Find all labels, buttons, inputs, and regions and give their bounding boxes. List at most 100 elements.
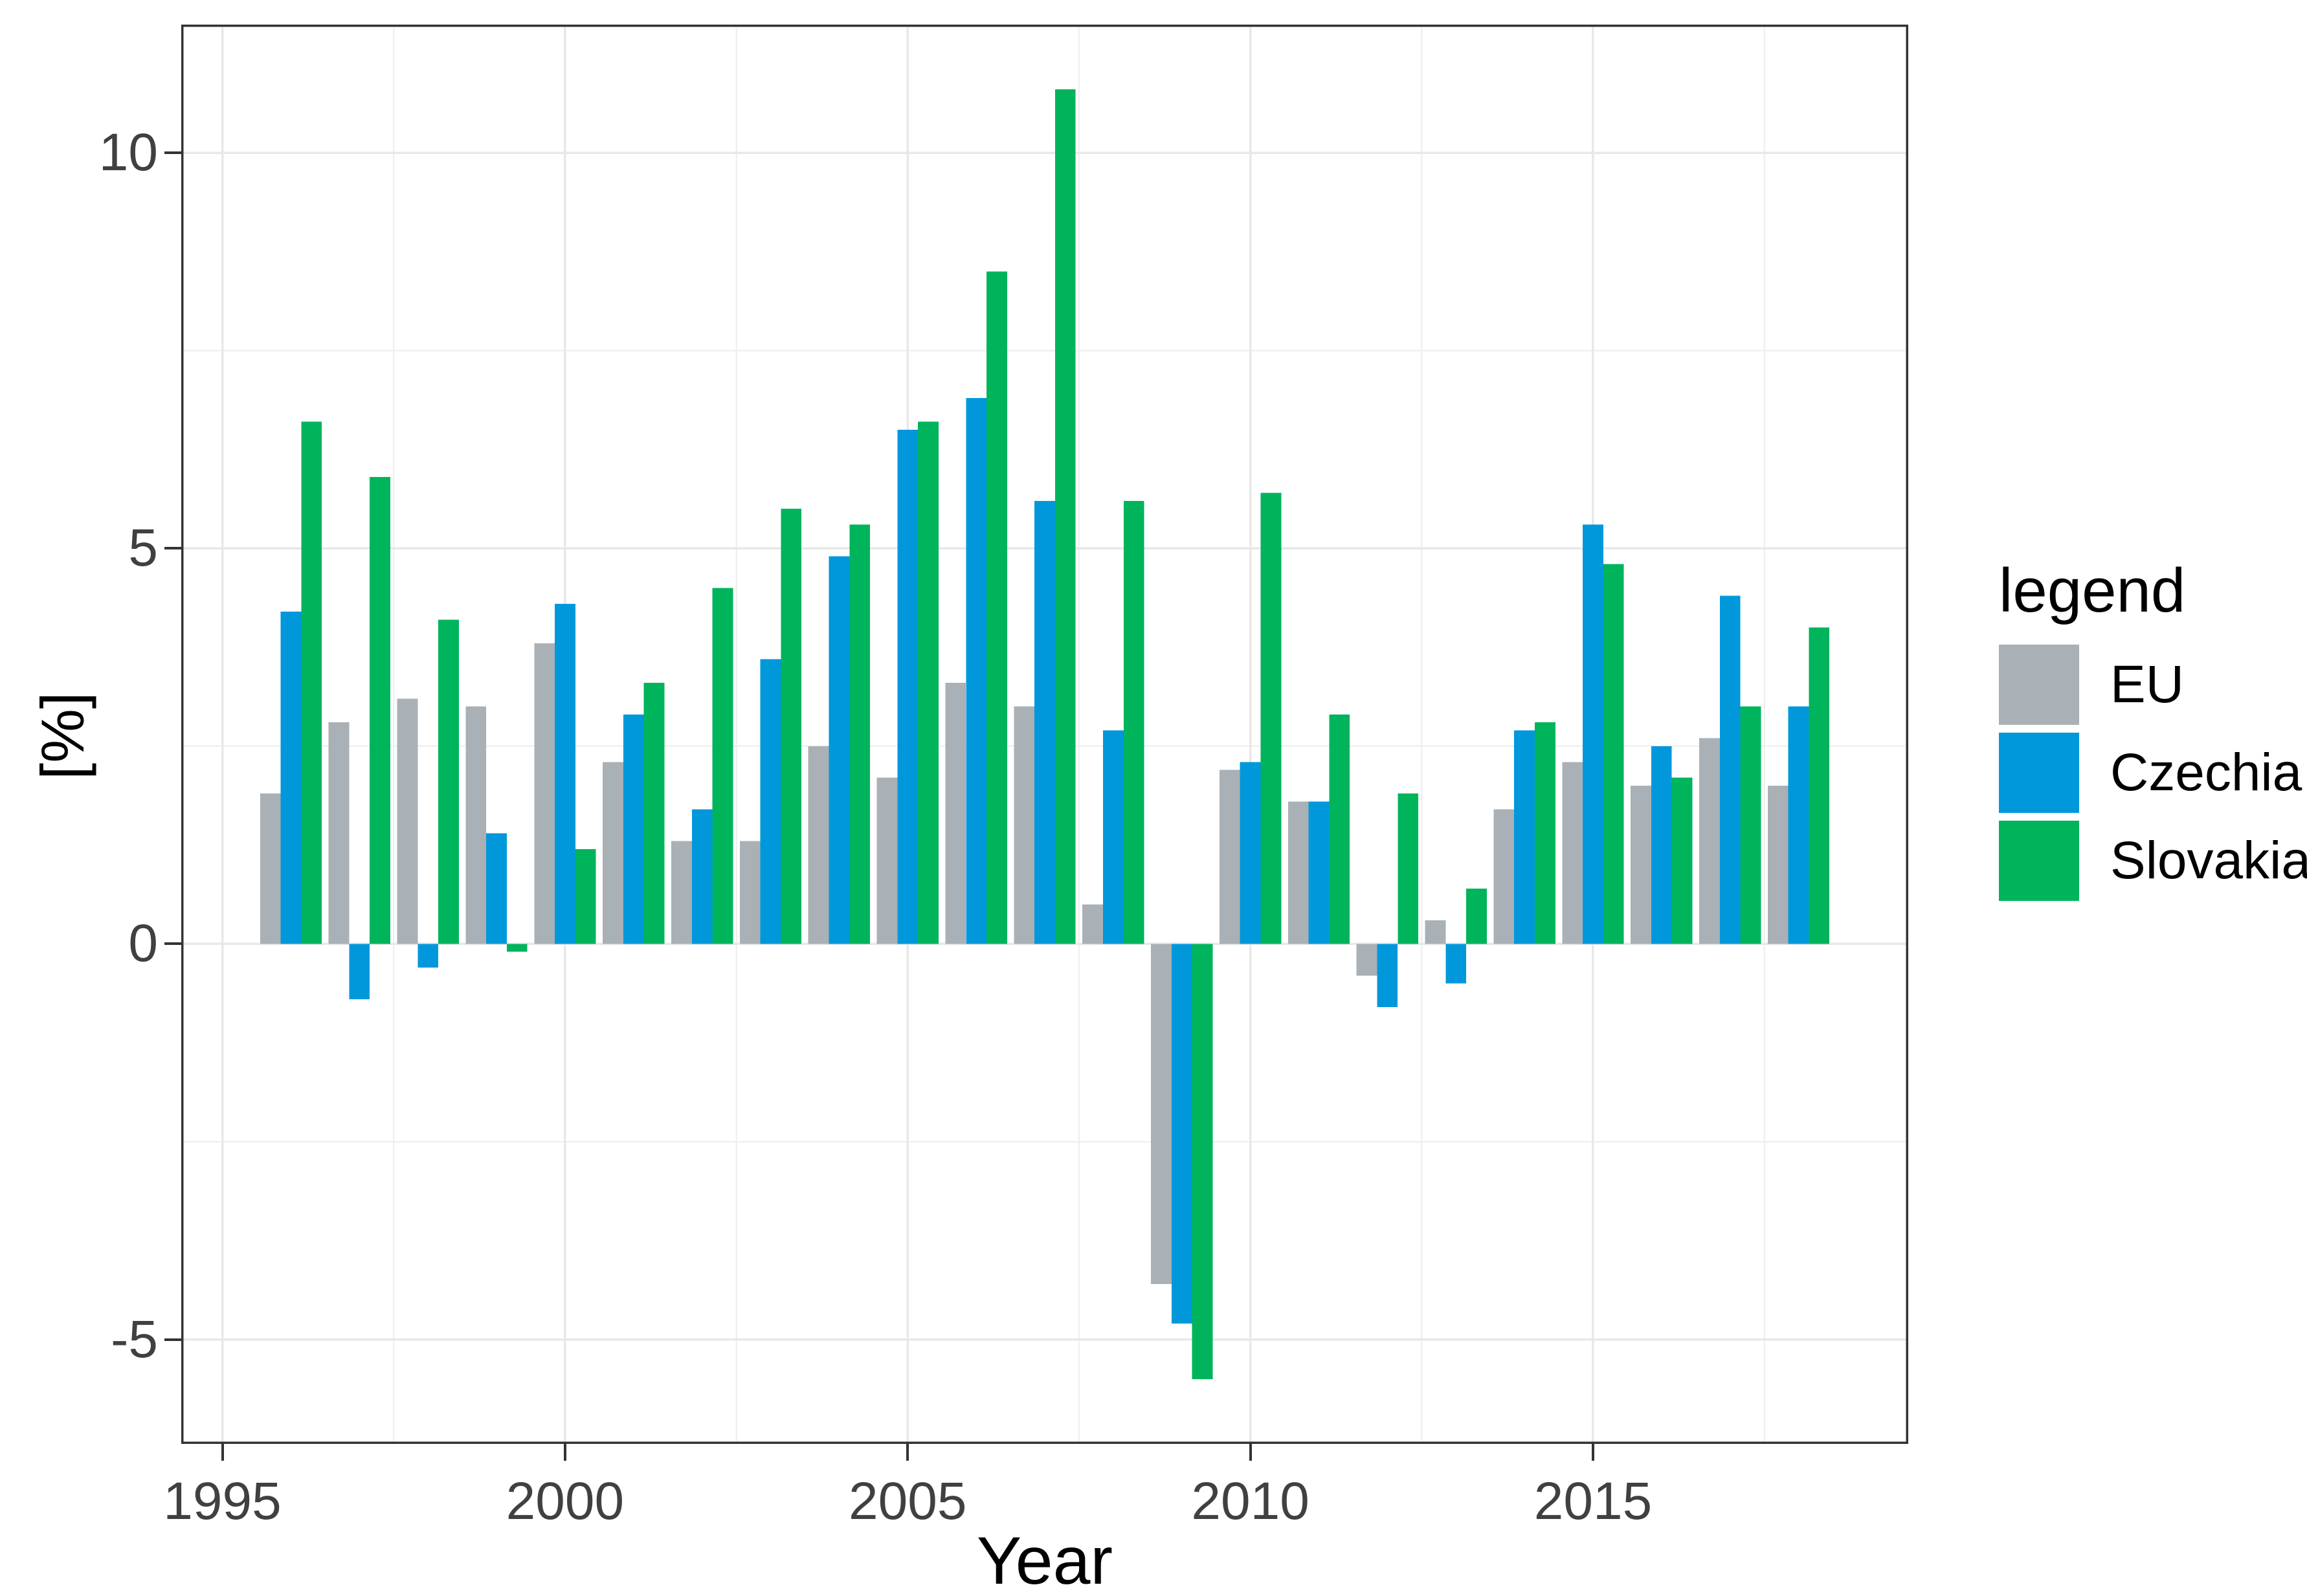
bar-eu-2003 bbox=[739, 841, 761, 944]
bar-czechia-2001 bbox=[623, 714, 644, 944]
bar-slovakia-2013 bbox=[1466, 888, 1487, 944]
x-tick-2005 bbox=[906, 1444, 909, 1461]
bar-eu-2009 bbox=[1151, 944, 1172, 1285]
bar-eu-2013 bbox=[1425, 920, 1446, 944]
bar-czechia-2017 bbox=[1719, 595, 1741, 944]
bar-slovakia-2016 bbox=[1671, 777, 1693, 944]
bar-slovakia-2010 bbox=[1260, 493, 1282, 944]
bar-slovakia-2003 bbox=[781, 509, 802, 944]
bar-czechia-2012 bbox=[1377, 944, 1398, 1008]
y-tick-label-0: 0 bbox=[128, 914, 158, 973]
legend: legend EU Czechia Slovakia bbox=[1999, 555, 2307, 909]
bar-slovakia-2000 bbox=[575, 848, 596, 944]
y-tick-0 bbox=[164, 942, 181, 946]
bar-eu-2005 bbox=[876, 777, 898, 944]
y-tick--5 bbox=[164, 1338, 181, 1341]
bar-czechia-2011 bbox=[1308, 801, 1330, 944]
bar-eu-2010 bbox=[1219, 770, 1240, 944]
bar-czechia-2009 bbox=[1171, 944, 1192, 1324]
bar-slovakia-2001 bbox=[643, 683, 665, 944]
bar-slovakia-1997 bbox=[370, 477, 390, 944]
y-tick-label-5: 5 bbox=[128, 518, 158, 578]
bar-eu-1998 bbox=[397, 698, 418, 944]
bar-slovakia-1996 bbox=[301, 421, 322, 944]
x-tick-label-2005: 2005 bbox=[849, 1472, 967, 1531]
bar-czechia-2006 bbox=[966, 397, 987, 944]
bar-czechia-2007 bbox=[1034, 500, 1055, 944]
bar-eu-2016 bbox=[1631, 785, 1651, 944]
bar-eu-1996 bbox=[260, 793, 281, 944]
bar-eu-2014 bbox=[1493, 809, 1515, 944]
bar-slovakia-2012 bbox=[1398, 793, 1419, 944]
x-axis-title: Year bbox=[976, 1524, 1113, 1596]
bar-czechia-2010 bbox=[1240, 762, 1261, 944]
bar-czechia-1999 bbox=[486, 833, 507, 944]
x-tick-1995 bbox=[221, 1444, 224, 1461]
bar-slovakia-2008 bbox=[1123, 500, 1144, 944]
bar-eu-2001 bbox=[603, 762, 623, 944]
legend-title: legend bbox=[1999, 556, 2186, 625]
bar-slovakia-2004 bbox=[849, 524, 871, 944]
legend-entry-slovakia: Slovakia bbox=[1999, 821, 2307, 901]
bar-eu-2000 bbox=[534, 643, 555, 944]
bar-slovakia-1998 bbox=[438, 619, 459, 944]
bar-eu-1997 bbox=[328, 722, 350, 944]
legend-entry-eu: EU bbox=[1999, 645, 2303, 725]
x-tick-2000 bbox=[563, 1444, 566, 1461]
bar-czechia-2015 bbox=[1583, 524, 1603, 944]
bar-czechia-2008 bbox=[1102, 730, 1124, 944]
bar-eu-2002 bbox=[671, 841, 692, 944]
legend-label-eu: EU bbox=[2110, 655, 2184, 714]
bar-slovakia-1999 bbox=[506, 944, 528, 952]
plot-panel bbox=[181, 25, 1908, 1444]
y-tick-label--5: -5 bbox=[111, 1309, 158, 1369]
bar-czechia-1998 bbox=[418, 944, 439, 968]
bar-czechia-2000 bbox=[555, 603, 575, 944]
bar-slovakia-2007 bbox=[1054, 89, 1076, 944]
bar-slovakia-2009 bbox=[1192, 944, 1213, 1379]
bar-eu-2008 bbox=[1082, 904, 1103, 944]
bar-czechia-2003 bbox=[760, 659, 781, 944]
bar-eu-2011 bbox=[1287, 801, 1309, 944]
bar-slovakia-2002 bbox=[712, 588, 733, 944]
legend-swatch-eu bbox=[1999, 645, 2079, 725]
legend-label-czechia: Czechia bbox=[2110, 743, 2302, 802]
bar-eu-2012 bbox=[1356, 944, 1377, 976]
legend-swatch-slovakia bbox=[1999, 821, 2079, 901]
x-tick-2010 bbox=[1249, 1444, 1252, 1461]
x-tick-label-2000: 2000 bbox=[506, 1472, 625, 1531]
bar-czechia-2005 bbox=[897, 429, 919, 944]
y-tick-5 bbox=[164, 547, 181, 550]
x-tick-label-2015: 2015 bbox=[1533, 1472, 1653, 1531]
bar-eu-2006 bbox=[945, 683, 966, 944]
bar-slovakia-2014 bbox=[1534, 722, 1555, 944]
legend-entry-czechia: Czechia bbox=[1999, 733, 2303, 813]
bar-eu-2007 bbox=[1014, 706, 1035, 944]
bar-czechia-2004 bbox=[829, 556, 850, 944]
bar-slovakia-2015 bbox=[1603, 564, 1624, 944]
y-tick-10 bbox=[164, 151, 181, 155]
x-tick-label-1995: 1995 bbox=[163, 1472, 282, 1531]
bar-eu-2018 bbox=[1767, 785, 1789, 944]
y-tick-label-10: 10 bbox=[98, 123, 158, 183]
bar-czechia-1996 bbox=[280, 612, 302, 944]
panel-border bbox=[181, 25, 1908, 1444]
bar-eu-2017 bbox=[1699, 738, 1720, 944]
bar-czechia-2014 bbox=[1514, 730, 1535, 944]
legend-swatch-czechia bbox=[1999, 733, 2079, 813]
y-axis-title: [%] bbox=[28, 692, 96, 780]
bar-czechia-2013 bbox=[1445, 944, 1467, 984]
bar-eu-2004 bbox=[808, 746, 829, 944]
x-tick-label-2010: 2010 bbox=[1191, 1472, 1310, 1531]
bar-czechia-2016 bbox=[1651, 746, 1672, 944]
bar-slovakia-2011 bbox=[1329, 714, 1350, 944]
bar-czechia-2018 bbox=[1788, 706, 1809, 944]
bar-czechia-1997 bbox=[349, 944, 370, 1000]
bar-eu-1999 bbox=[465, 706, 487, 944]
legend-label-slovakia: Slovakia bbox=[2110, 831, 2307, 890]
bar-slovakia-2006 bbox=[986, 271, 1007, 944]
bar-slovakia-2018 bbox=[1809, 627, 1830, 944]
bar-slovakia-2005 bbox=[918, 421, 939, 944]
bar-czechia-2002 bbox=[691, 809, 713, 944]
